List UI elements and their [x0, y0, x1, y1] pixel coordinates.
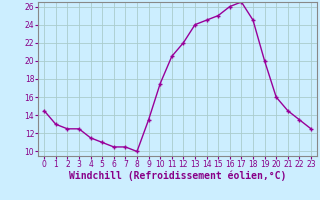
X-axis label: Windchill (Refroidissement éolien,°C): Windchill (Refroidissement éolien,°C)	[69, 171, 286, 181]
